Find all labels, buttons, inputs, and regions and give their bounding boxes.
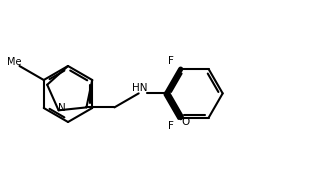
Text: O: O	[182, 117, 190, 127]
Text: F: F	[168, 56, 174, 66]
Text: Me: Me	[7, 57, 22, 67]
Text: N: N	[58, 103, 65, 113]
Text: F: F	[168, 121, 174, 131]
Text: HN: HN	[132, 83, 147, 93]
